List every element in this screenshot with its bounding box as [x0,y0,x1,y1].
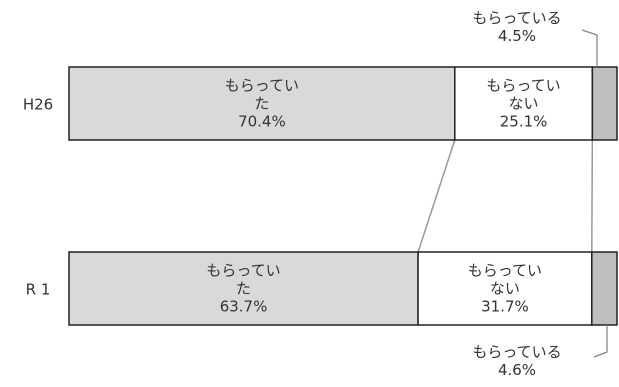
data-label: もらっている 4.5% [472,9,561,45]
bar-segments [68,66,618,326]
data-label: もらっていない 25.1% [486,77,560,131]
data-label: もらっていた 70.4% [225,77,299,131]
data-label: もらっている 4.6% [472,343,561,379]
data-label: もらっていない 31.7% [468,262,542,316]
category-label: R 1 [26,281,51,299]
bar-segment [68,66,456,141]
bar-segment [417,251,593,326]
bar-segment [591,66,618,141]
data-labels: もらっていた 70.4% もらっていない 25.1% もらっていた 63.7% もらっていな… [206,77,560,316]
bar-segment [68,251,419,326]
series-connector [591,139,594,253]
series-connector-lines [417,139,594,253]
bar-segment [591,251,618,326]
leader-line [581,29,598,67]
data-label: もらっていた 63.7% [206,262,280,316]
leader-line [593,325,608,358]
series-connector [417,139,456,253]
outside-data-labels: もらっている 4.5% もらっている 4.6% [472,9,608,379]
category-labels: H26 R 1 [23,96,53,299]
category-label: H26 [23,96,53,114]
bar-segment [454,66,594,141]
